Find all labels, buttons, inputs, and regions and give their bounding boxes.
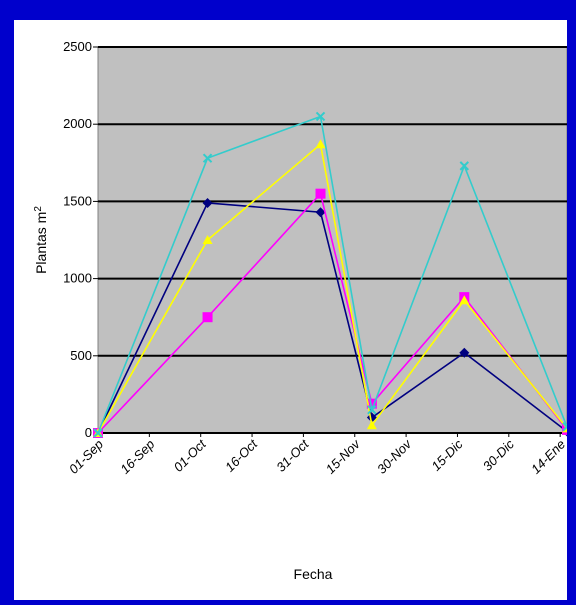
y-tick-label: 0 xyxy=(85,425,92,440)
data-point xyxy=(459,161,470,171)
data-point xyxy=(202,197,213,208)
y-axis-title: Plantas m2 xyxy=(33,206,50,274)
data-point xyxy=(202,153,213,163)
data-point xyxy=(367,405,377,415)
y-tick-label: 1000 xyxy=(63,271,92,286)
line-chart: 0 500 1000 1500 2000 2500 01-Sep 16-Sep 01-Oct 1… xyxy=(33,39,567,582)
y-tick-label: 2500 xyxy=(63,39,92,54)
series-line xyxy=(97,202,567,434)
x-tick-label: 16-Sep xyxy=(117,437,157,477)
x-axis-ticks: 01-Sep 16-Sep 01-Oct 16-Oct 31-Oct 15-Nov 30-N… xyxy=(66,433,567,477)
data-point xyxy=(93,428,103,438)
y-axis-title-text: Plantas m xyxy=(33,212,49,274)
x-tick-label: 16-Oct xyxy=(222,436,261,475)
series-line xyxy=(97,115,567,434)
data-point xyxy=(366,420,377,430)
chart-frame: 0 500 1000 1500 2000 2500 01-Sep 16-Sep 01-Oct 1… xyxy=(14,20,567,600)
y-tick-label: 1500 xyxy=(63,193,92,208)
y-axis-title-superscript: 2 xyxy=(33,206,44,212)
data-point xyxy=(315,188,326,199)
data-point xyxy=(366,398,377,409)
data-point xyxy=(562,422,567,432)
x-tick-label: 15-Dic xyxy=(428,436,466,474)
x-tick-label: 30-Nov xyxy=(374,435,415,476)
data-point xyxy=(459,347,470,358)
series-line xyxy=(97,142,567,434)
y-tick-label: 2000 xyxy=(63,116,92,131)
gridlines xyxy=(98,46,567,434)
x-tick-label: 01-Oct xyxy=(171,436,210,475)
data-point xyxy=(315,139,326,149)
series-line xyxy=(97,192,567,434)
x-tick-label: 31-Oct xyxy=(273,436,312,475)
x-axis-title: Fecha xyxy=(294,566,333,582)
y-tick-label: 500 xyxy=(70,348,92,363)
data-point xyxy=(202,312,213,323)
data-point xyxy=(459,295,470,305)
x-tick-label: 30-Dic xyxy=(480,436,518,474)
x-tick-label: 01-Sep xyxy=(66,437,106,477)
x-tick-label: 15-Nov xyxy=(323,435,364,476)
data-point xyxy=(315,207,326,218)
x-tick-label: 14-Ene xyxy=(528,437,567,477)
y-axis-ticks: 0 500 1000 1500 2000 2500 xyxy=(63,39,98,440)
series-4 xyxy=(93,111,567,438)
data-point xyxy=(315,111,326,122)
data-point xyxy=(202,235,213,244)
series-layer xyxy=(93,111,567,438)
